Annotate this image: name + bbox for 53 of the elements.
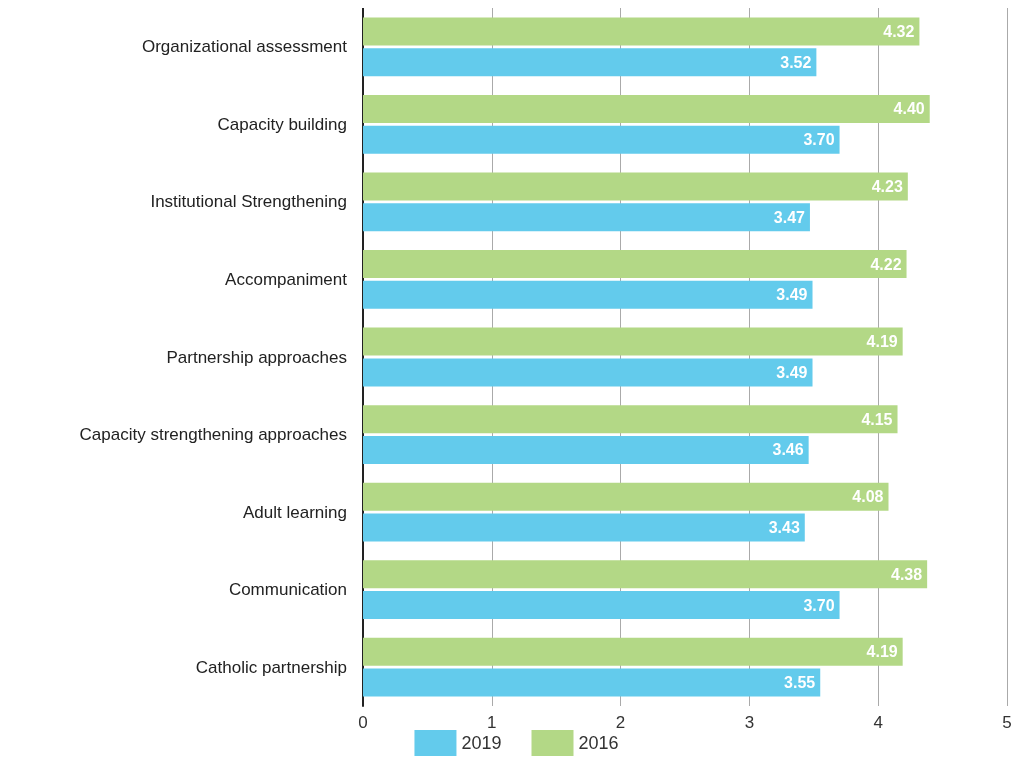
y-tick-label: Accompaniment	[225, 269, 348, 289]
data-label: 4.40	[893, 100, 925, 118]
data-label: 3.70	[803, 596, 835, 614]
bar	[363, 203, 810, 232]
data-label: 3.55	[784, 674, 816, 692]
bar	[363, 125, 840, 154]
y-tick-label: Capacity building	[217, 114, 347, 134]
y-tick-label: Partnership approaches	[166, 347, 347, 367]
data-label: 3.43	[768, 519, 800, 537]
data-label: 4.23	[871, 177, 903, 195]
data-label: 4.19	[866, 333, 898, 351]
y-tick-label: Organizational assessment	[141, 37, 348, 57]
bar	[363, 94, 930, 123]
x-tick-label: 3	[744, 713, 755, 732]
data-label: 4.38	[891, 565, 923, 583]
x-tick-label: 2	[615, 713, 626, 732]
y-tick-label: Communication	[228, 580, 347, 600]
bar	[363, 435, 809, 464]
data-label: 4.19	[866, 643, 898, 661]
data-label: 4.22	[870, 255, 902, 273]
y-tick-label: Institutional Strengthening	[150, 192, 347, 212]
data-label: 4.15	[861, 410, 893, 428]
bar	[363, 172, 908, 201]
x-tick-label: 0	[358, 713, 368, 732]
data-label: 3.49	[776, 363, 808, 381]
data-label: 4.08	[852, 488, 884, 506]
data-label: 3.70	[803, 131, 835, 149]
y-tick-label: Capacity strengthening approaches	[79, 425, 347, 445]
data-label: 3.49	[776, 286, 808, 304]
bar	[363, 48, 817, 77]
bar	[363, 17, 920, 46]
bar	[363, 560, 928, 589]
y-tick-label: Catholic partnership	[195, 657, 347, 677]
legend-label: 2019	[461, 733, 502, 753]
x-tick-label: 1	[487, 713, 497, 732]
data-label: 3.46	[772, 441, 804, 459]
x-tick-label: 5	[1002, 713, 1012, 732]
bar	[363, 482, 889, 511]
y-tick-label: Adult learning	[243, 502, 347, 522]
data-label: 3.47	[773, 208, 806, 226]
bar	[363, 358, 813, 387]
bar	[363, 250, 907, 279]
data-label: 4.32	[883, 22, 915, 40]
bar	[363, 280, 813, 309]
legend-label: 2016	[578, 733, 619, 753]
bar	[363, 637, 903, 666]
bar	[363, 327, 903, 356]
x-tick-label: 4	[873, 713, 883, 732]
bar	[363, 513, 805, 542]
bar	[363, 405, 898, 434]
bar	[363, 591, 840, 620]
data-label: 3.52	[780, 53, 812, 71]
bar	[363, 668, 821, 697]
